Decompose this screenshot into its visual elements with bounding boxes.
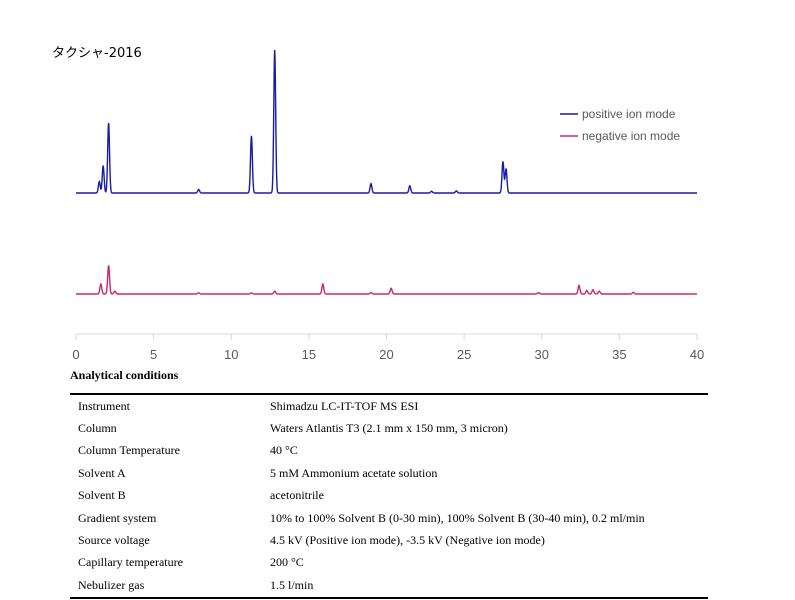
peak-point — [592, 289, 593, 290]
peak-point — [456, 190, 457, 191]
legend: positive ion mode negative ion mode — [560, 107, 680, 143]
condition-label: Column — [78, 421, 117, 436]
condition-value: 10% to 100% Solvent B (0-30 min), 100% S… — [270, 510, 645, 525]
peak-point — [99, 181, 100, 182]
table-row: Solvent B acetonitrile — [70, 485, 708, 507]
peak-point — [633, 292, 634, 293]
chart-title: タクシャ-2016 — [52, 46, 142, 61]
condition-value: acetonitrile — [270, 488, 324, 503]
table-row: Capillary temperature 200 °C — [70, 552, 708, 574]
peak-point — [198, 189, 199, 190]
table-row: Nebulizer gas 1.5 l/min — [70, 574, 708, 597]
peak-point — [114, 291, 115, 292]
peak-point — [103, 165, 104, 166]
table-row: Instrument Shimadzu LC-IT-TOF MS ESI — [70, 394, 708, 417]
peak-point — [251, 292, 252, 293]
peak-point — [274, 49, 275, 50]
condition-value: 5 mM Ammonium acetate solution — [270, 465, 438, 480]
peak-point — [599, 291, 600, 292]
condition-label: Source voltage — [78, 533, 150, 548]
condition-value: Waters Atlantis T3 (2.1 mm x 150 mm, 3 m… — [270, 421, 508, 436]
table-row: Column Waters Atlantis T3 (2.1 mm x 150 m… — [70, 417, 708, 439]
x-tick-label: 35 — [612, 347, 626, 362]
peak-point — [198, 292, 199, 293]
x-tick-label: 20 — [379, 347, 393, 362]
peak-point — [538, 292, 539, 293]
peak-point — [431, 191, 432, 192]
conditions-title: Analytical conditions — [70, 368, 179, 382]
x-tick-label: 0 — [72, 347, 79, 362]
peak-point — [578, 285, 579, 286]
condition-label: Column Temperature — [78, 443, 180, 458]
legend-label: positive ion mode — [582, 107, 676, 121]
peak-point — [409, 185, 410, 186]
table-row: Source voltage 4.5 kV (Positive ion mode)… — [70, 529, 708, 551]
condition-value: 4.5 kV (Positive ion mode), -3.5 kV (Neg… — [270, 533, 545, 548]
chromatogram-chart: タクシャ-2016 0 5 10 15 20 25 30 35 40 positive ion … — [52, 46, 704, 362]
peak-point — [586, 290, 587, 291]
conditions-table: Instrument Shimadzu LC-IT-TOF MS ESI Colum… — [70, 393, 708, 599]
x-tick-label: 5 — [150, 347, 157, 362]
series-1 — [76, 265, 697, 295]
condition-value: 1.5 l/min — [270, 577, 314, 592]
series-0 — [76, 49, 697, 194]
condition-label: Gradient system — [78, 510, 157, 525]
series-layer — [76, 49, 697, 295]
condition-label: Nebulizer gas — [78, 577, 145, 592]
condition-value: 200 °C — [270, 555, 304, 570]
legend-label: negative ion mode — [582, 129, 680, 143]
condition-label: Solvent A — [78, 465, 126, 480]
peak-point — [100, 283, 101, 284]
peak-point — [505, 168, 506, 169]
peak-point — [108, 122, 109, 123]
peak-point — [370, 183, 371, 184]
table-row: Column Temperature 40 °C — [70, 440, 708, 462]
x-tick-label: 40 — [690, 347, 704, 362]
x-axis-ticks: 0 5 10 15 20 25 30 35 40 — [72, 334, 704, 362]
table-row: Solvent A 5 mM Ammonium acetate solution — [70, 462, 708, 484]
peak-point — [391, 288, 392, 289]
x-tick-label: 10 — [224, 347, 238, 362]
peak-point — [251, 135, 252, 136]
table-row: Gradient system 10% to 100% Solvent B (0-… — [70, 507, 708, 529]
condition-value: Shimadzu LC-IT-TOF MS ESI — [270, 398, 419, 413]
condition-label: Solvent B — [78, 488, 126, 503]
series-line-1 — [76, 265, 697, 295]
x-tick-label: 30 — [535, 347, 549, 362]
peak-point — [502, 161, 503, 162]
peak-point — [274, 291, 275, 292]
condition-label: Capillary temperature — [78, 555, 183, 570]
peak-point — [108, 265, 109, 266]
condition-label: Instrument — [78, 398, 130, 413]
peak-point — [370, 292, 371, 293]
x-tick-label: 25 — [457, 347, 471, 362]
condition-value: 40 °C — [270, 443, 298, 458]
x-tick-label: 15 — [302, 347, 316, 362]
peak-point — [322, 283, 323, 284]
series-line-0 — [76, 49, 697, 194]
